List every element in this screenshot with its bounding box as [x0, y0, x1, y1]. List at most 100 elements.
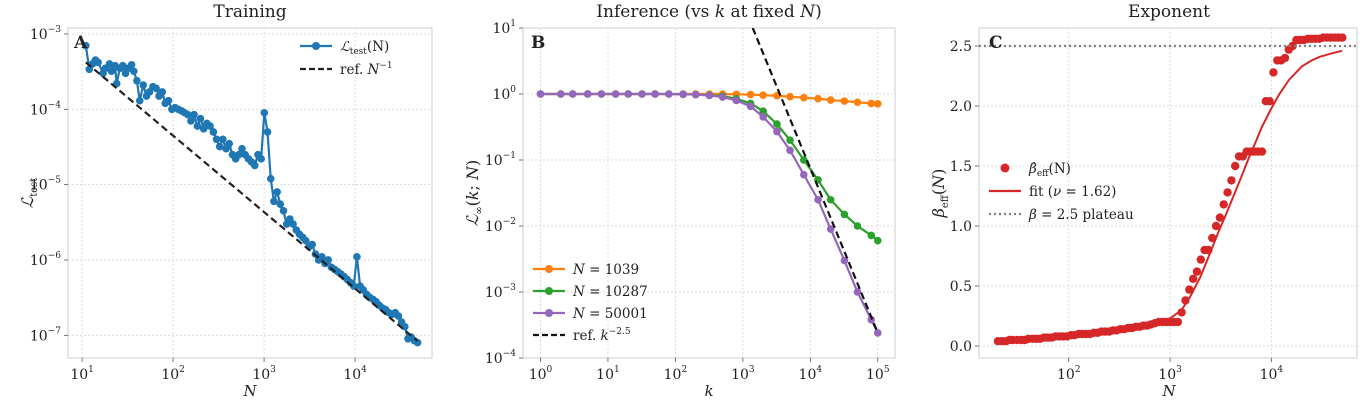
panel-b-xlabel: k: [704, 382, 713, 400]
x-tick-label: 104: [1260, 365, 1284, 383]
data-point: [840, 97, 849, 105]
legend-entry: ref. N−1: [300, 61, 393, 78]
panel-b-label: B: [531, 33, 545, 53]
data-point: [225, 139, 234, 148]
data-point: [814, 195, 822, 204]
data-point: [82, 41, 90, 50]
x-tick-label: 100: [529, 365, 553, 383]
data-point: [1219, 200, 1228, 209]
panel-c-legend: β̂eff(N) fit (ν = 1.62) β = 2.5 plateau: [989, 161, 1134, 223]
data-point: [873, 329, 882, 337]
data-point: [183, 110, 192, 119]
series-line: [997, 49, 1343, 344]
data-point: [786, 136, 794, 144]
data-point: [279, 206, 288, 215]
data-point: [1188, 274, 1198, 283]
data-point: [260, 108, 269, 117]
data-point: [638, 90, 646, 98]
data-point: [826, 195, 835, 204]
legend-entry: ℒtest(N): [300, 39, 389, 57]
legend-entry: N = 50001: [533, 306, 648, 322]
data-point: [759, 107, 767, 115]
data-point: [557, 90, 565, 98]
data-point: [536, 90, 545, 98]
data-point: [853, 222, 862, 230]
series-2: [997, 49, 1343, 344]
data-point: [135, 96, 144, 105]
data-point: [1227, 176, 1236, 185]
y-tick-label: 10−3: [485, 283, 516, 301]
data-point: [238, 144, 246, 153]
data-point: [94, 58, 102, 67]
panel-a-y-ticks: 10−7 10−6 10−5 10−4 10−3: [30, 25, 68, 344]
data-point: [873, 100, 882, 108]
data-point: [219, 135, 227, 144]
data-point: [190, 110, 198, 119]
data-point: [1280, 53, 1290, 63]
data-point: [164, 96, 173, 105]
y-tick-label: 101: [492, 19, 516, 37]
data-point: [1265, 97, 1274, 106]
data-point: [250, 161, 259, 170]
data-point: [651, 90, 659, 98]
data-point: [732, 96, 741, 105]
legend-entry: N = 1039: [533, 262, 639, 278]
data-point: [1231, 161, 1240, 171]
x-tick-label: 102: [1057, 365, 1081, 383]
data-point: [263, 128, 272, 136]
series-2: [85, 61, 419, 342]
data-point: [1192, 267, 1202, 276]
panel-b-series: [536, 28, 882, 337]
y-tick-label: 1.5: [950, 159, 972, 175]
panel-a-series: [82, 41, 422, 347]
series-3: [536, 90, 882, 337]
data-point: [759, 91, 767, 99]
data-point: [133, 76, 141, 85]
y-tick-label: 1.0: [950, 219, 972, 235]
x-tick-label: 103: [1158, 365, 1182, 383]
panel-c-y-ticks: 0.0 0.5 1.0 1.5 2.0 2.5: [950, 39, 979, 355]
y-tick-label: 2.5: [950, 39, 972, 55]
legend-marker: [312, 42, 320, 50]
y-tick-label: 10−2: [485, 217, 516, 235]
y-tick-label: 10−3: [30, 25, 61, 43]
data-point: [235, 150, 243, 159]
data-point: [324, 256, 332, 264]
x-tick-label: 101: [70, 365, 94, 383]
legend-label: ℒtest(N): [340, 39, 389, 57]
legend-label: N = 1039: [572, 262, 639, 278]
data-point: [266, 174, 275, 183]
panel-b-plot-area: [522, 27, 896, 359]
data-point: [853, 98, 862, 107]
panel-a-ylabel: ℒtest: [18, 178, 40, 209]
y-tick-label: 10−4: [30, 100, 61, 118]
legend-entry: β̂eff(N): [1000, 161, 1071, 179]
data-point: [349, 282, 358, 290]
data-point: [814, 94, 822, 103]
panel-c-ylabel: βeff(N): [929, 169, 951, 219]
data-point: [853, 288, 862, 296]
y-tick-label: 0.5: [950, 279, 972, 295]
data-point: [1269, 68, 1278, 77]
data-point: [152, 84, 160, 93]
data-point: [289, 220, 297, 228]
panel-b-ylabel: ℒ∞(k; N): [463, 160, 485, 227]
data-point: [212, 135, 221, 144]
panel-c-xlabel: N: [1161, 382, 1176, 400]
data-point: [308, 240, 317, 249]
data-point: [318, 253, 326, 261]
legend-marker: [545, 265, 553, 273]
panel-c-title: Exponent: [1128, 2, 1210, 22]
legend-marker: [1000, 163, 1010, 173]
data-point: [799, 170, 808, 179]
panel-c-series: [979, 33, 1357, 346]
data-point: [799, 93, 808, 102]
x-tick-label: 103: [731, 365, 755, 383]
legend-entry: N = 10287: [533, 284, 648, 300]
data-point: [840, 210, 849, 219]
data-point: [624, 90, 633, 98]
data-point: [773, 120, 781, 128]
legend-label: fit (ν = 1.62): [1029, 184, 1116, 200]
legend-label: β̂eff(N): [1028, 161, 1071, 179]
legend-label: N = 50001: [572, 306, 648, 322]
